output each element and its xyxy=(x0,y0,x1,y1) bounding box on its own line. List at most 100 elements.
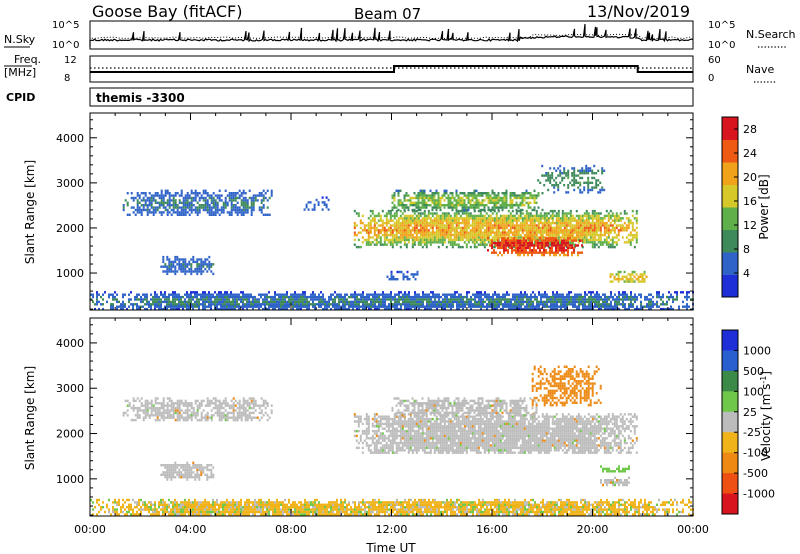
data-cell xyxy=(280,307,282,311)
data-cell xyxy=(497,194,500,197)
data-cell xyxy=(445,229,448,232)
data-cell xyxy=(270,295,272,299)
data-cell xyxy=(310,295,312,299)
data-cell xyxy=(543,241,545,245)
data-cell xyxy=(605,229,608,232)
data-cell xyxy=(625,229,628,232)
data-cell xyxy=(250,196,253,200)
data-cell xyxy=(460,295,462,299)
data-cell xyxy=(547,231,550,234)
data-cell xyxy=(413,208,416,212)
data-cell xyxy=(430,300,432,304)
data-cell xyxy=(622,305,624,308)
data-cell xyxy=(425,221,428,225)
data-cell xyxy=(461,212,464,215)
data-cell xyxy=(92,295,94,299)
data-cell xyxy=(220,211,223,214)
data-cell xyxy=(391,194,394,197)
data-cell xyxy=(250,293,252,296)
data-cell xyxy=(194,211,197,214)
data-cell xyxy=(559,221,562,225)
data-cell xyxy=(513,226,516,230)
data-cell xyxy=(670,305,672,308)
data-cell xyxy=(550,298,552,301)
data-cell xyxy=(495,241,497,245)
data-cell xyxy=(591,172,594,175)
data-cell xyxy=(423,224,426,227)
data-cell xyxy=(367,241,370,244)
data-cell xyxy=(334,303,336,306)
data-cell xyxy=(403,231,406,234)
data-cell xyxy=(501,246,503,250)
data-cell xyxy=(572,305,574,308)
data-cell xyxy=(176,255,179,259)
data-cell xyxy=(581,167,584,170)
data-cell xyxy=(384,298,386,301)
data-cell xyxy=(575,233,578,237)
data-cell xyxy=(547,172,550,175)
data-cell xyxy=(573,231,576,234)
data-cell xyxy=(595,172,598,175)
data-cell xyxy=(595,233,598,237)
data-cell xyxy=(632,295,634,299)
data-cell xyxy=(489,244,491,247)
data-cell xyxy=(377,231,380,234)
data-cell xyxy=(158,303,160,306)
data-cell xyxy=(342,305,344,308)
data-cell xyxy=(522,307,524,311)
data-cell xyxy=(446,303,448,306)
data-cell xyxy=(362,291,364,294)
data-cell xyxy=(254,298,256,301)
data-cell xyxy=(469,229,472,232)
data-cell xyxy=(318,300,320,304)
data-cell xyxy=(464,295,466,299)
data-cell xyxy=(208,206,211,209)
data-cell xyxy=(431,229,434,232)
data-cell xyxy=(568,293,570,296)
data-cell xyxy=(214,300,216,304)
data-cell xyxy=(220,293,222,296)
data-cell xyxy=(556,303,558,306)
data-cell xyxy=(615,233,618,237)
data-cell xyxy=(469,236,472,239)
data-cell xyxy=(501,224,504,227)
data-cell xyxy=(521,192,524,195)
data-cell xyxy=(624,298,626,301)
data-cell xyxy=(344,307,346,311)
data-cell xyxy=(600,303,602,306)
data-cell xyxy=(369,224,372,227)
data-cell xyxy=(244,303,246,306)
data-cell xyxy=(100,303,102,306)
data-cell xyxy=(477,238,480,242)
data-cell xyxy=(182,303,184,306)
data-cell xyxy=(571,241,574,244)
data-cell xyxy=(413,236,416,239)
data-cell xyxy=(212,196,215,200)
data-cell xyxy=(465,245,468,249)
data-cell xyxy=(419,212,422,215)
data-cell xyxy=(258,305,260,308)
data-cell xyxy=(232,208,235,212)
data-cell xyxy=(228,196,231,200)
data-cell xyxy=(527,238,530,242)
data-cell xyxy=(616,295,618,299)
data-cell xyxy=(174,260,177,264)
data-cell xyxy=(619,217,622,220)
data-cell xyxy=(558,305,560,308)
data-cell xyxy=(264,305,266,308)
data-cell xyxy=(475,214,478,218)
data-cell xyxy=(408,307,410,311)
data-cell xyxy=(631,209,634,213)
data-cell xyxy=(690,298,692,301)
data-cell xyxy=(116,298,118,301)
data-cell xyxy=(599,226,602,230)
data-cell xyxy=(228,305,230,308)
data-cell xyxy=(607,236,610,239)
data-cell xyxy=(224,206,227,209)
data-cell xyxy=(481,217,484,220)
data-cell xyxy=(549,217,552,220)
data-cell xyxy=(483,199,486,202)
data-cell xyxy=(393,241,396,244)
data-cell xyxy=(613,278,616,281)
data-cell xyxy=(511,251,513,254)
